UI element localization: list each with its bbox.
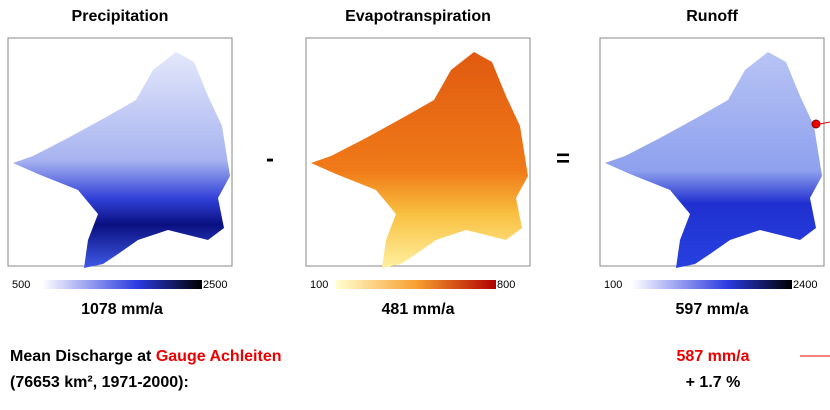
scale-min: 500 [12,279,30,291]
panel [600,38,824,268]
operator: = [556,145,570,172]
panel [306,38,530,268]
panel-mean: 597 mm/a [676,301,749,318]
panel-mean: 481 mm/a [382,301,455,318]
panel-title: Precipitation [72,8,169,25]
discharge-value: 587 mm/a [677,348,750,365]
scale-max: 2400 [793,279,817,291]
scale-max: 800 [497,279,515,291]
gauge-marker [812,120,820,128]
label: Mean Discharge at [10,348,156,365]
discharge-period: (76653 km², 1971-2000): [10,374,189,391]
colorbar [336,280,496,289]
panel-title: Runoff [686,8,738,25]
colorbar [632,280,792,289]
scale-min: 100 [310,279,328,291]
discharge-label: Mean Discharge at Gauge Achleiten [10,348,281,365]
scale-min: 100 [604,279,622,291]
gauge-name: Gauge Achleiten [156,348,282,365]
discharge-difference: + 1.7 % [686,374,741,391]
panel [8,38,232,268]
figure: Precipitation Evapotranspiration Runoff … [0,0,830,410]
scale-max: 2500 [203,279,227,291]
panel-mean: 1078 mm/a [81,301,163,318]
colorbar [42,280,202,289]
operator: - [266,145,274,172]
panel-title: Evapotranspiration [345,8,491,25]
